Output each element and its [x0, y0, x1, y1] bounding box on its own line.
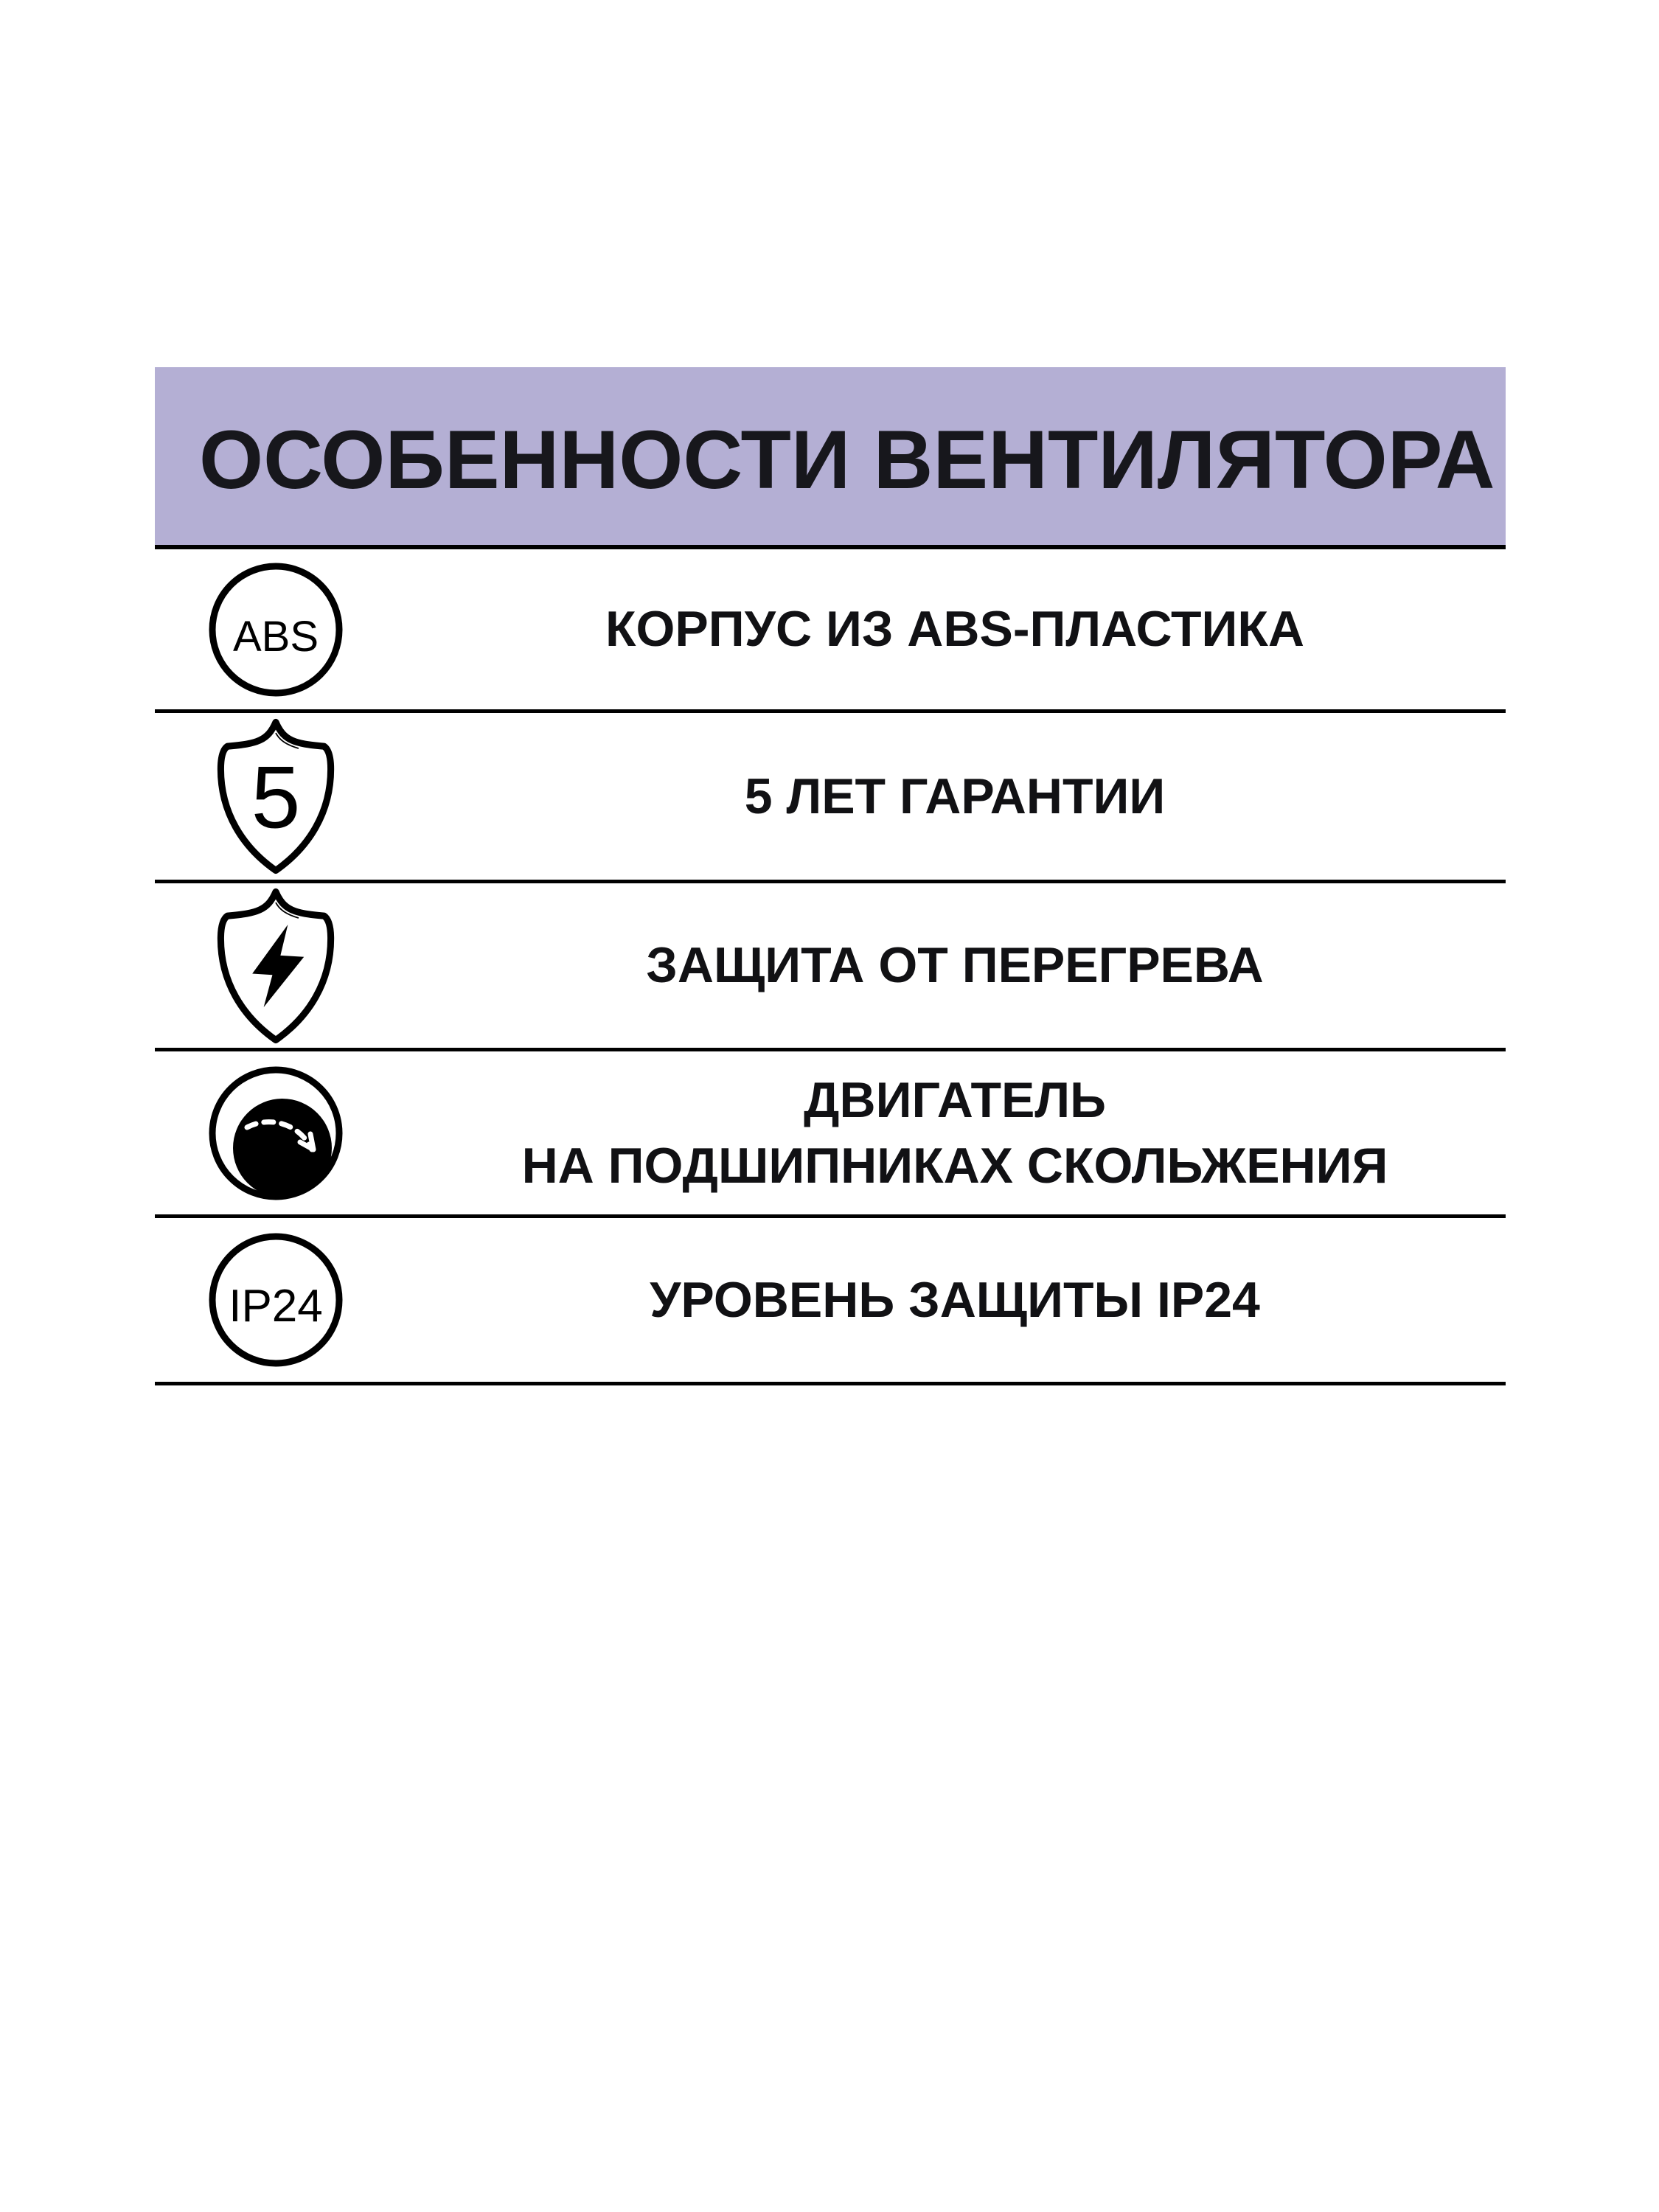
- svg-text:IP24: IP24: [229, 1281, 323, 1332]
- svg-text:5: 5: [251, 748, 301, 846]
- svg-text:ABS: ABS: [233, 613, 319, 661]
